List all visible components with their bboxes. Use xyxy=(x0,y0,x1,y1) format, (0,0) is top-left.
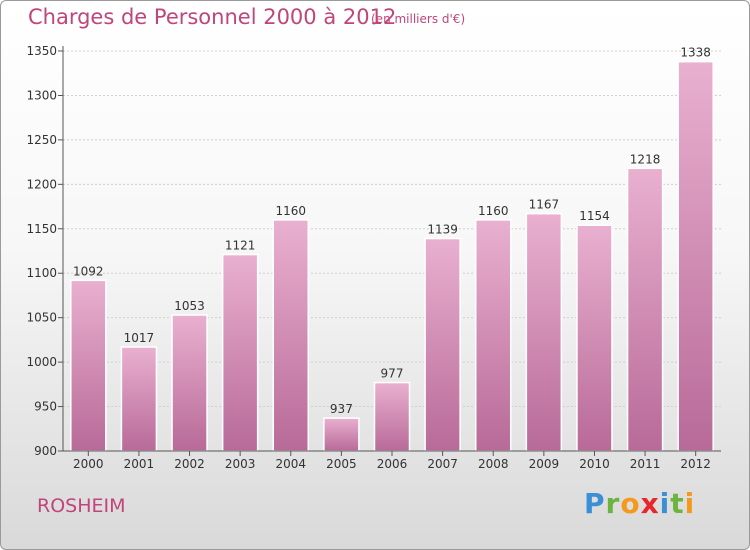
x-tick-label: 2010 xyxy=(579,457,610,471)
y-tick-label: 1050 xyxy=(26,311,57,325)
bar-value-label: 1017 xyxy=(124,331,155,345)
bar xyxy=(323,417,360,452)
bar-value-label: 1121 xyxy=(225,239,256,253)
x-tick-label: 2007 xyxy=(427,457,458,471)
logo-letter: P xyxy=(584,487,606,520)
x-tick-label: 2009 xyxy=(529,457,560,471)
bar-value-label: 1092 xyxy=(73,264,104,278)
proxiti-logo: Proxiti xyxy=(584,487,695,520)
bar-value-label: 1160 xyxy=(275,204,306,218)
y-tick-label: 1250 xyxy=(26,133,57,147)
axes: 900 950 1000 1050 1100 1150 1200 1250 1300 1350 20… xyxy=(26,44,721,471)
bar xyxy=(171,314,208,452)
logo-letter: t xyxy=(670,487,685,520)
bar-value-label: 1139 xyxy=(427,223,458,237)
bar xyxy=(120,346,158,452)
y-tick-label: 1200 xyxy=(26,177,57,191)
logo-letter: x xyxy=(640,487,660,520)
x-tick-label: 2001 xyxy=(124,457,155,471)
x-tick-label: 2012 xyxy=(680,457,711,471)
chart-subtitle: (en milliers d'€) xyxy=(371,12,466,26)
bar xyxy=(272,219,310,452)
x-tick-label: 2011 xyxy=(630,457,661,471)
x-tick-label: 2003 xyxy=(225,457,256,471)
x-tick-label: 2004 xyxy=(275,457,306,471)
bar xyxy=(221,253,259,452)
bar xyxy=(373,381,411,452)
commune-name: ROSHEIM xyxy=(37,495,126,517)
bar-value-label: 1154 xyxy=(579,209,610,223)
bar xyxy=(677,60,714,452)
logo-letter: i xyxy=(684,487,696,520)
x-tick-label: 2008 xyxy=(478,457,509,471)
y-tick-label: 1300 xyxy=(26,88,57,102)
bar xyxy=(474,219,512,452)
bar xyxy=(424,237,461,452)
y-tick-label: 950 xyxy=(34,400,57,414)
logo-letter: r xyxy=(605,487,621,520)
bar-value-label: 1053 xyxy=(174,299,205,313)
x-tick-label: 2005 xyxy=(326,457,357,471)
bar-value-label: 1160 xyxy=(478,204,509,218)
bar-value-label: 1338 xyxy=(680,46,711,60)
bars: 1092 1017 1053 1121 1160 937 977 1139 1160 1167 11… xyxy=(70,46,714,452)
bar-value-label: 977 xyxy=(381,367,404,381)
bar-value-label: 1218 xyxy=(630,152,661,166)
bar-value-label: 937 xyxy=(330,402,353,416)
bar-value-label: 1167 xyxy=(529,198,560,212)
bar xyxy=(576,224,613,452)
y-tick-label: 900 xyxy=(34,444,57,458)
y-tick-label: 1000 xyxy=(26,355,57,369)
logo-letter: i xyxy=(659,487,671,520)
y-tick-label: 1350 xyxy=(26,44,57,58)
y-tick-label: 1150 xyxy=(26,222,57,236)
logo-letter: o xyxy=(620,487,641,520)
x-tick-label: 2002 xyxy=(174,457,205,471)
bar xyxy=(525,212,563,452)
bar xyxy=(70,279,107,452)
x-tick-label: 2006 xyxy=(377,457,408,471)
bar xyxy=(626,167,664,452)
x-tick-label: 2000 xyxy=(73,457,104,471)
y-tick-label: 1100 xyxy=(26,266,57,280)
chart-title: Charges de Personnel 2000 à 2012 xyxy=(28,5,397,29)
